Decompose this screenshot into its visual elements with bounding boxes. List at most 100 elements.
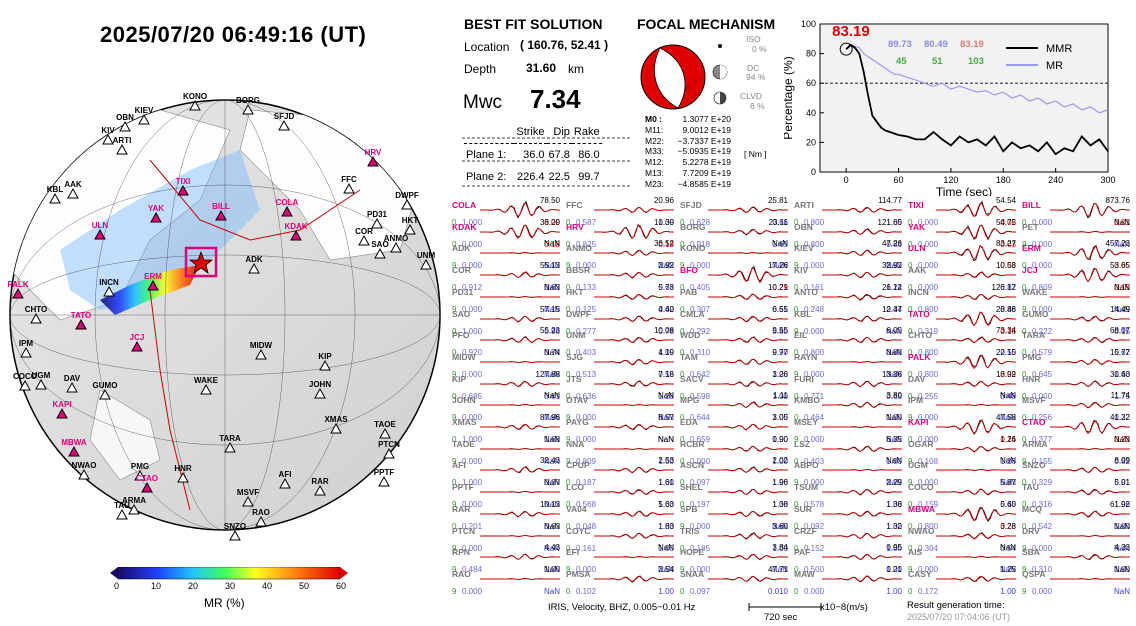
waveform-trace [708,423,788,431]
synthetic-waveform [1050,358,1130,365]
station-triangle-icon [255,515,267,527]
waveform-flag: 9 [452,369,457,379]
station-label: KIV [101,126,115,135]
waveform-flag: 0 [908,261,913,271]
station-bill: BILL [212,202,230,221]
station-hnr: HNR [174,464,192,483]
waveform-xmas: XMAS 87.96 0 1.000 1.68 [452,413,564,451]
waveform-station-label: OGAR [908,438,934,449]
waveform-trace [594,424,674,431]
waveform-amplitude: 3.80 [886,391,902,401]
station-msvf: MSVF [237,488,259,507]
waveform-station-label: SNAA [680,568,705,579]
station-cola: COLA [276,198,299,217]
waveform-misfit: 1.00 [772,543,788,553]
waveform-trace [708,293,788,300]
focal-mechanism-title: FOCAL MECHANISM [637,16,776,32]
station-tato: TATO [71,311,91,330]
station-triangle-icon [66,381,78,393]
waveform-trace [480,295,560,298]
waveform-variance: 1.000 [462,478,483,488]
waveform-amplitude: 5.73 [658,282,674,292]
station-triangle-icon [119,120,131,132]
station-triangle-icon [68,445,80,457]
synthetic-waveform [594,358,674,365]
waveform-pd31: PD31 NaN 9 0.000 NaN [452,283,564,321]
waveform-amplitude: 2.02 [772,456,788,466]
synthetic-waveform [1050,534,1130,537]
waveform-flag: 9 [794,326,799,336]
moment-tensor-key: M13: [645,167,664,178]
station-label: ERM [144,272,162,281]
waveform-trace [1050,358,1130,366]
waveform-amplitude: 4.40 [658,304,674,314]
waveform-station-label: SFJD [680,200,702,210]
waveform-variance: 0.800 [804,218,825,227]
station-triangle-icon [116,143,128,155]
mr-peak-value: 83.19 [832,23,870,40]
waveform-hnr: HNR 30.60 0 0.000 1.75 [1022,370,1134,408]
waveform-station-label: PAYG [566,417,589,427]
waveform-tris: TRIS 3.60 0 0.185 1.00 [680,522,792,560]
synthetic-waveform [480,272,560,278]
waveform-sfjd: SFJD 25.81 0 0.628 0.66 [680,196,792,234]
waveform-bill: BILL 873.76 0 0.000 0.01 [1022,196,1134,234]
waveform-amplitude: NaN [543,521,560,531]
waveform-trace [480,553,560,561]
mr-ytick-label: 0 [811,167,816,177]
station-label: BORG [236,96,260,105]
station-triangle-icon [141,481,153,493]
waveform-trace [594,575,674,583]
waveform-trace [708,401,788,409]
waveform-misfit: 1.26 [1000,456,1016,466]
synthetic-waveform [708,510,788,517]
synthetic-waveform [936,354,1016,370]
rake-header: Rake [573,126,600,138]
station-label: PTCN [378,440,400,449]
waveform-misfit: 0.74 [544,348,560,358]
waveform-amplitude: NaN [771,239,788,249]
waveform-abpo: ABPO NaN 9 0.000 NaN [794,456,906,494]
waveform-flag: 0 [680,586,685,596]
synthetic-waveform [594,510,674,517]
station-triangle-icon [94,228,106,240]
mr-xtick-label: 180 [996,175,1011,185]
station-label: SNZO [224,522,246,531]
waveform-station-label: WDD [680,330,701,341]
waveform-amplitude: NaN [999,456,1016,466]
waveform-variance: 0.097 [690,586,711,596]
waveform-misfit: 0.010 [767,586,788,596]
waveform-station-label: CRZF [794,525,817,536]
colorbar-label: MR (%) [204,596,245,610]
waveform-taoe: TAOE NaN 9 0.000 NaN [452,435,564,473]
waveform-amplitude: 11.74 [1110,391,1130,401]
station-pptf: PPTF [374,468,394,487]
waveform-trace [1050,447,1130,450]
synthetic-waveform [936,506,1016,521]
waveform-variance: 0.000 [1032,261,1053,271]
waveform-uln: ULN 83.27 0 0.000 0.03 [908,239,1020,277]
waveform-station-label: WAKE [1022,286,1048,297]
waveform-amplitude: 32.92 [881,261,902,271]
synthetic-waveform [708,315,788,322]
waveform-station-label: TAU [1022,482,1039,493]
observed-waveform [708,265,788,284]
station-triangle-icon [147,279,159,291]
iso-label: ISO [746,34,761,44]
synthetic-waveform [822,445,902,452]
waveform-variance: 0.464 [804,413,825,423]
waveform-misfit: 0.55 [658,369,674,379]
waveform-misfit: 1.00 [772,413,788,423]
synthetic-waveform [822,575,902,582]
moment-tensor-key: M12: [645,157,664,168]
waveform-station-label: KONO [680,243,706,254]
station-kbl: KBL [47,185,63,204]
colorbar-tick-label: 20 [188,581,199,591]
waveform-amplitude: 2.92 [658,261,674,271]
synthetic-waveform [708,532,788,539]
waveform-station-label: KMBO [794,395,820,406]
waveform-misfit: 0.23 [1114,435,1130,444]
waveform-wake: WAKE NaN 9 0.000 NaN [1022,283,1134,321]
mw-label: Mwc [463,92,503,113]
waveform-mpg: MPG 1.11 0 0.644 1.00 [680,391,792,429]
